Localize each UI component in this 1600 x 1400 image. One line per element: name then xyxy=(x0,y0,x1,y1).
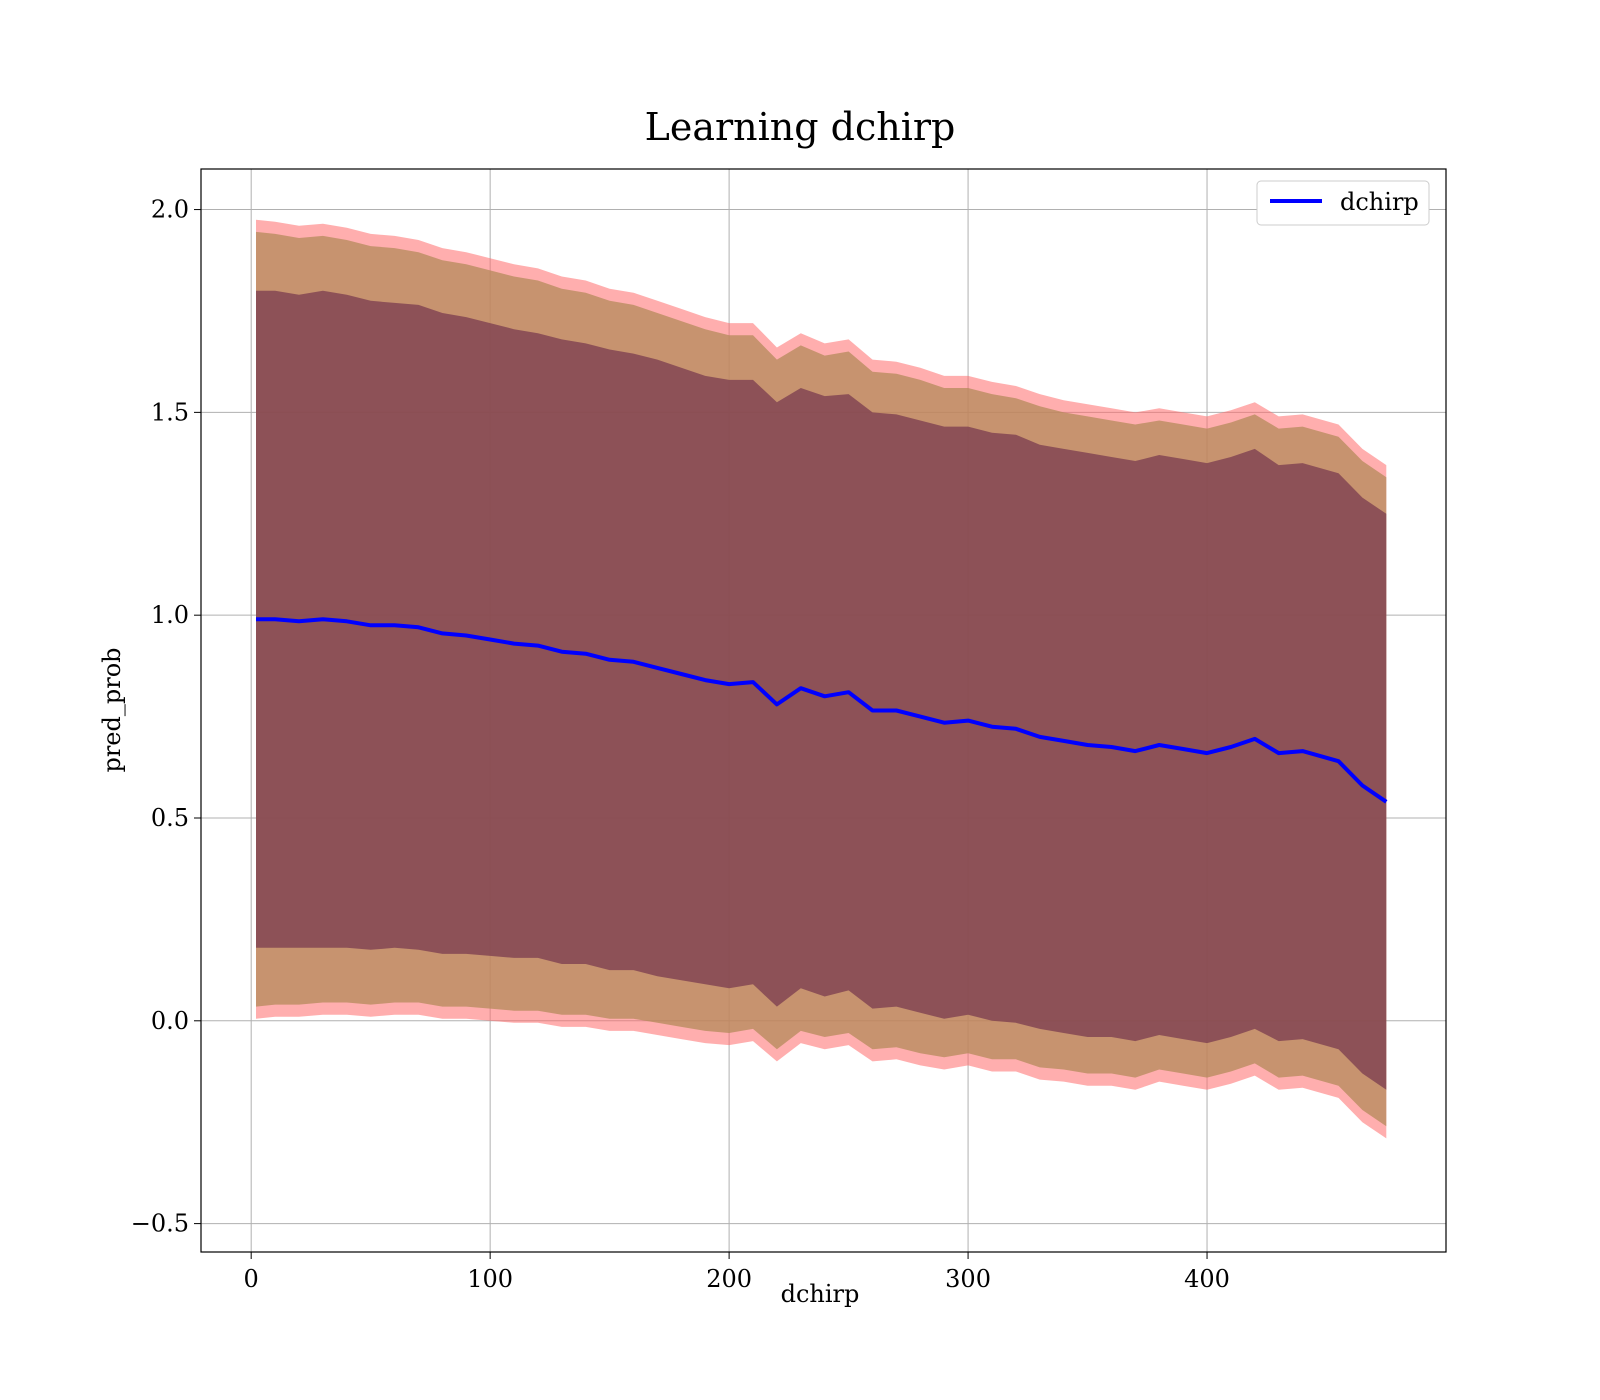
chart-title: Learning dchirp xyxy=(645,105,956,149)
x-axis-label: dchirp xyxy=(781,1280,860,1308)
plot-frame xyxy=(200,168,1447,1253)
x-tick-label: 100 xyxy=(467,1265,513,1293)
y-axis-ticks: −0.5 0.0 0.5 1.0 1.5 2.0 xyxy=(131,196,201,1238)
y-tick-label: 1.0 xyxy=(151,601,189,629)
y-tick-label: −0.5 xyxy=(131,1210,189,1238)
x-tick-label: 300 xyxy=(945,1265,991,1293)
y-axis-label: pred_prob xyxy=(98,647,126,772)
y-tick-label: 0.0 xyxy=(151,1007,189,1035)
x-tick-label: 400 xyxy=(1184,1265,1230,1293)
x-axis-ticks: 0 100 200 300 400 xyxy=(244,1252,1230,1293)
x-tick-label: 200 xyxy=(706,1265,752,1293)
x-tick-label: 0 xyxy=(244,1265,259,1293)
legend-box xyxy=(1256,180,1430,226)
series-line-dchirp xyxy=(256,617,1388,804)
legend-label-dchirp: dchirp xyxy=(1340,188,1419,216)
y-tick-label: 2.0 xyxy=(151,196,189,224)
series-lines xyxy=(255,617,1388,804)
legend: dchirp xyxy=(1256,180,1430,226)
y-tick-label: 0.5 xyxy=(151,804,189,832)
confidence-bands xyxy=(256,219,1387,1139)
y-tick-label: 1.5 xyxy=(151,398,189,426)
band-1sd xyxy=(256,290,1387,1090)
